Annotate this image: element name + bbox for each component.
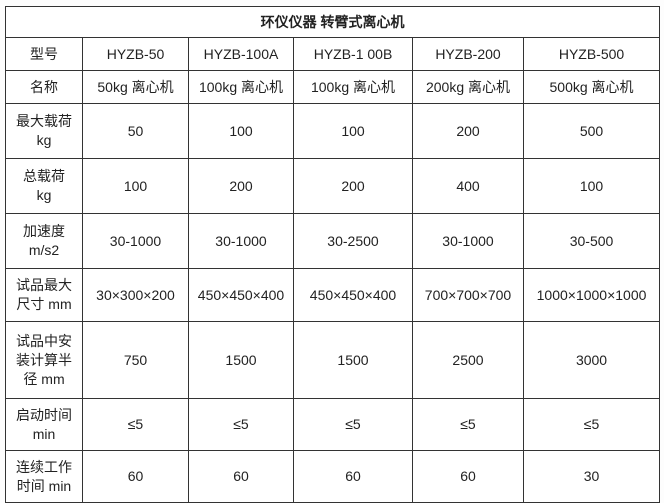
- page: 环仪仪器 转臂式离心机 型号 HYZB-50 HYZB-100A HYZB-1 00B…: [4, 6, 661, 503]
- value-cell: ≤5: [522, 398, 661, 451]
- spec-table-body: 环仪仪器 转臂式离心机 型号 HYZB-50 HYZB-100A HYZB-1 00B…: [4, 6, 661, 503]
- row-label-cell: 总载荷 kg: [5, 158, 83, 214]
- value-cell: 700×700×700: [412, 268, 524, 322]
- value-cell: 200: [412, 103, 524, 159]
- value-cell: 750: [82, 321, 189, 399]
- row-label-cell: 最大载荷 kg: [5, 103, 83, 159]
- value-cell: 60: [412, 450, 524, 503]
- value-cell: 200: [188, 158, 294, 214]
- title-row: 环仪仪器 转臂式离心机: [4, 6, 661, 38]
- value-cell: 400: [412, 158, 524, 214]
- value-cell: 1500: [188, 321, 294, 399]
- value-cell: 30-1000: [412, 213, 524, 269]
- row-label-cell: 连续工作 时间 min: [5, 450, 83, 503]
- table-title: 环仪仪器 转臂式离心机: [4, 6, 661, 38]
- value-cell: 30-1000: [82, 213, 189, 269]
- value-cell: 450×450×400: [188, 268, 294, 322]
- model-header-cell: HYZB-1 00B: [293, 37, 413, 71]
- value-cell: ≤5: [412, 398, 524, 451]
- value-cell: 60: [188, 450, 294, 503]
- value-cell: 30-1000: [188, 213, 294, 269]
- table-row: 试品中安 装计算半 径 mm 750 1500 1500 2500 3000: [5, 321, 661, 399]
- model-header-cell: HYZB-50: [82, 37, 189, 71]
- model-header-row: 型号 HYZB-50 HYZB-100A HYZB-1 00B HYZB-200 HYZB…: [5, 37, 661, 71]
- value-cell: 100: [293, 103, 413, 159]
- row-label-cell: 试品中安 装计算半 径 mm: [5, 321, 83, 399]
- row-label-cell: 加速度 m/s2: [5, 213, 83, 269]
- value-cell: 30-500: [522, 213, 661, 269]
- value-cell: 3000: [522, 321, 661, 399]
- row-label-cell: 启动时间 min: [5, 398, 83, 451]
- value-cell: 100kg 离心机: [293, 70, 413, 104]
- value-cell: 1000×1000×1000: [522, 268, 661, 322]
- value-cell: 1500: [293, 321, 413, 399]
- model-header-cell: HYZB-200: [412, 37, 524, 71]
- value-cell: 30×300×200: [82, 268, 189, 322]
- value-cell: 200kg 离心机: [412, 70, 524, 104]
- table-row: 加速度 m/s2 30-1000 30-1000 30-2500 30-1000 30-5…: [5, 213, 661, 269]
- value-cell: 60: [82, 450, 189, 503]
- row-label-cell: 型号: [5, 37, 83, 71]
- model-header-cell: HYZB-500: [522, 37, 661, 71]
- value-cell: 450×450×400: [293, 268, 413, 322]
- table-row: 最大载荷 kg 50 100 100 200 500: [5, 103, 661, 159]
- value-cell: ≤5: [293, 398, 413, 451]
- value-cell: 30-2500: [293, 213, 413, 269]
- value-cell: 60: [293, 450, 413, 503]
- value-cell: 30: [522, 450, 661, 503]
- value-cell: 100: [522, 158, 661, 214]
- table-row: 试品最大 尺寸 mm 30×300×200 450×450×400 450×450×4…: [5, 268, 661, 322]
- value-cell: 100: [82, 158, 189, 214]
- table-row: 启动时间 min ≤5 ≤5 ≤5 ≤5 ≤5: [5, 398, 661, 451]
- value-cell: 500: [522, 103, 661, 159]
- value-cell: 50kg 离心机: [82, 70, 189, 104]
- value-cell: 100: [188, 103, 294, 159]
- value-cell: ≤5: [188, 398, 294, 451]
- row-label-cell: 试品最大 尺寸 mm: [5, 268, 83, 322]
- value-cell: 50: [82, 103, 189, 159]
- table-row: 名称 50kg 离心机 100kg 离心机 100kg 离心机 200kg 离心机 500…: [5, 70, 661, 104]
- value-cell: 2500: [412, 321, 524, 399]
- value-cell: ≤5: [82, 398, 189, 451]
- value-cell: 100kg 离心机: [188, 70, 294, 104]
- value-cell: 200: [293, 158, 413, 214]
- table-row: 连续工作 时间 min 60 60 60 60 30: [5, 450, 661, 503]
- spec-table: 环仪仪器 转臂式离心机 型号 HYZB-50 HYZB-100A HYZB-1 00B…: [4, 6, 661, 503]
- model-header-cell: HYZB-100A: [188, 37, 294, 71]
- table-row: 总载荷 kg 100 200 200 400 100: [5, 158, 661, 214]
- value-cell: 500kg 离心机: [522, 70, 661, 104]
- row-label-cell: 名称: [5, 70, 83, 104]
